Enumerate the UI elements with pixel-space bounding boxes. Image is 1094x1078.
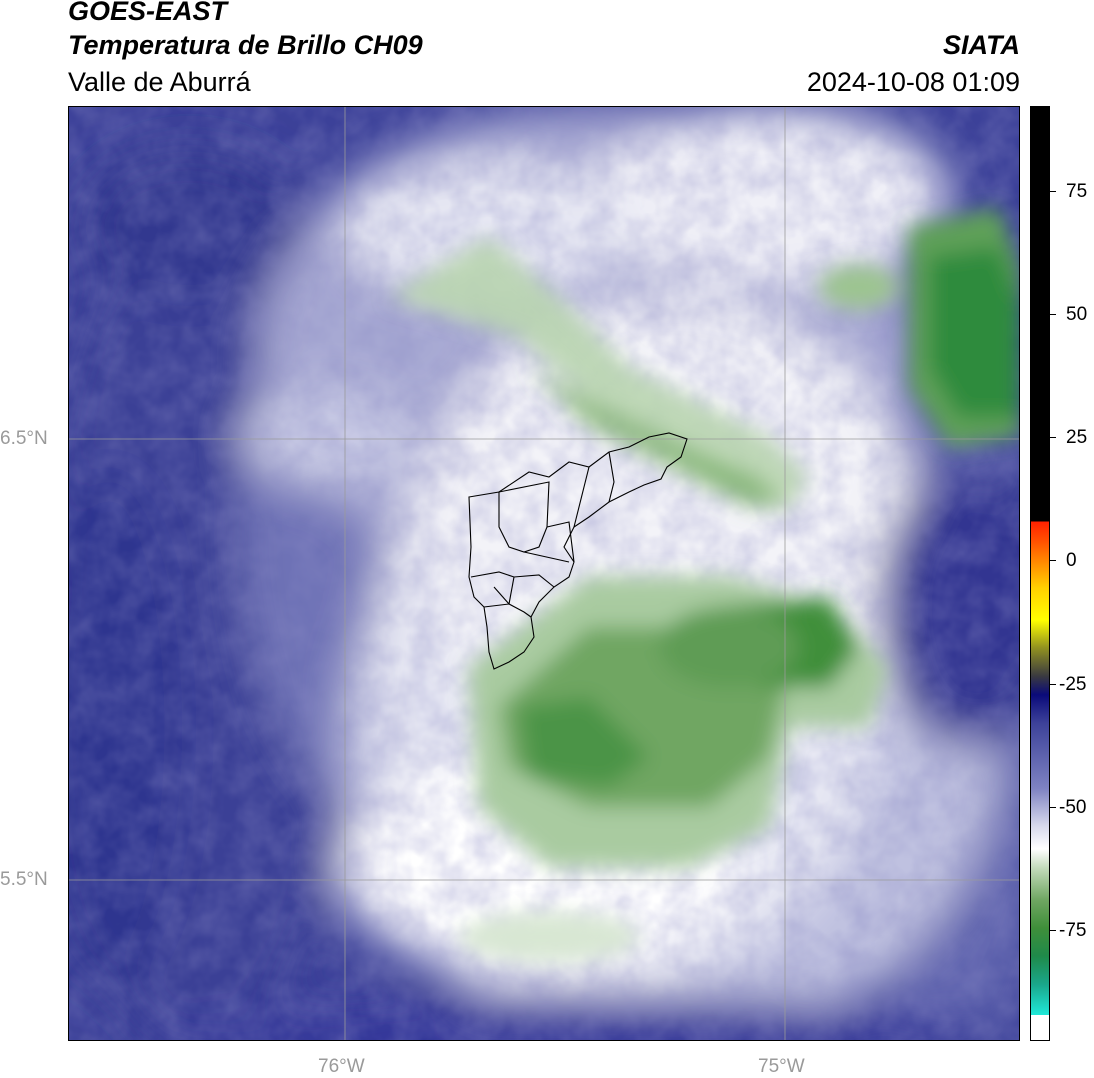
satellite-title: GOES-EAST [68,0,228,26]
colorbar-tick-minus25 [1050,684,1056,685]
colorbar-gradient [1031,107,1049,1040]
colorbar-label-50: 50 [1066,304,1088,325]
colorbar-tick-minus50 [1050,807,1056,808]
colorbar-label-minus75: -75 [1059,920,1087,941]
municipal-boundaries [468,432,688,670]
region-subtitle: Valle de Aburrá [68,67,251,97]
brightness-temperature-field [69,107,1019,1040]
colorbar-label-25: 25 [1066,427,1088,448]
colorbar-label-minus50: -50 [1059,797,1087,818]
agency-title: SIATA [943,30,1020,60]
lat-label-6.5N: 6.5°N [0,428,48,449]
colorbar-label-0: 0 [1066,550,1077,571]
lon-label-76W: 76°W [318,1056,365,1077]
map-panel [68,106,1020,1041]
colorbar-tick-minus75 [1050,930,1056,931]
lon-label-75W: 75°W [758,1056,805,1077]
colorbar-tick-50 [1050,314,1056,315]
colorbar-tick-75 [1050,191,1056,192]
colorbar-tick-25 [1050,437,1056,438]
datetime-label: 2024-10-08 01:09 [806,67,1020,97]
colorbar-label-75: 75 [1066,181,1088,202]
colorbar [1030,106,1050,1041]
colorbar-label-minus25: -25 [1059,674,1087,695]
lat-label-5.5N: 5.5°N [0,869,48,890]
product-title: Temperatura de Brillo CH09 [68,30,423,60]
colorbar-tick-0 [1050,560,1056,561]
